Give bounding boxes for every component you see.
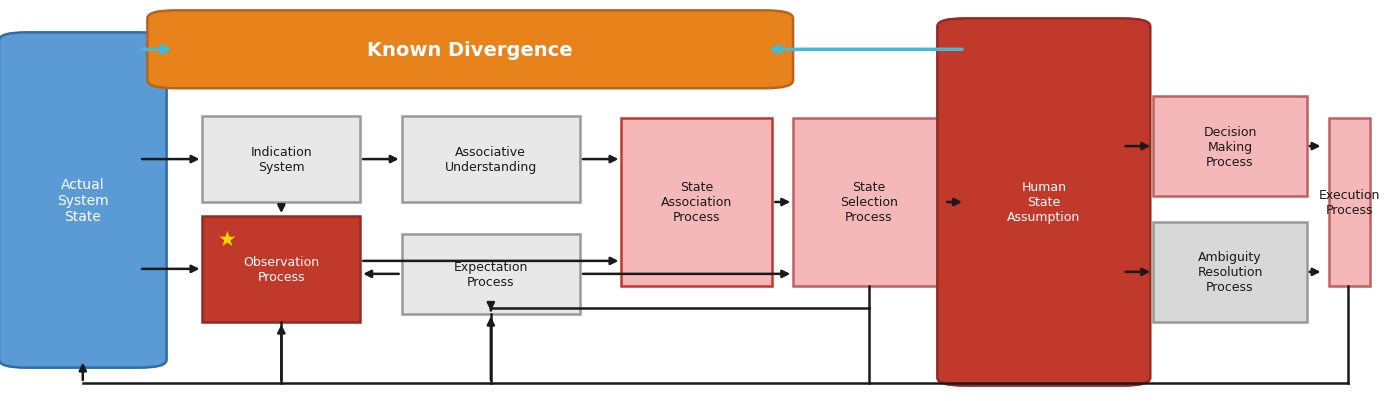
Text: Observation
Process: Observation Process [243, 255, 319, 283]
FancyBboxPatch shape [401, 234, 581, 314]
Text: State
Association
Process: State Association Process [661, 181, 732, 224]
Text: Associative
Understanding: Associative Understanding [444, 146, 538, 174]
Text: ★: ★ [218, 230, 236, 249]
Text: Expectation
Process: Expectation Process [454, 260, 528, 288]
FancyBboxPatch shape [621, 119, 772, 286]
FancyBboxPatch shape [793, 119, 945, 286]
Text: Human
State
Assumption: Human State Assumption [1007, 181, 1081, 224]
FancyBboxPatch shape [203, 217, 360, 322]
Text: Decision
Making
Process: Decision Making Process [1203, 125, 1257, 168]
FancyBboxPatch shape [203, 117, 360, 203]
FancyBboxPatch shape [147, 11, 793, 89]
Text: Ambiguity
Resolution
Process: Ambiguity Resolution Process [1197, 251, 1263, 294]
Text: Known Divergence: Known Divergence [368, 41, 574, 60]
FancyBboxPatch shape [1153, 223, 1307, 322]
FancyBboxPatch shape [0, 33, 167, 368]
FancyBboxPatch shape [1329, 119, 1370, 286]
Text: Actual
System
State: Actual System State [57, 177, 108, 224]
FancyBboxPatch shape [1153, 97, 1307, 196]
FancyBboxPatch shape [938, 19, 1150, 386]
Text: Indication
System: Indication System [250, 146, 313, 174]
Text: State
Selection
Process: State Selection Process [840, 181, 897, 224]
Text: Execution
Process: Execution Process [1318, 188, 1381, 217]
FancyBboxPatch shape [401, 117, 581, 203]
